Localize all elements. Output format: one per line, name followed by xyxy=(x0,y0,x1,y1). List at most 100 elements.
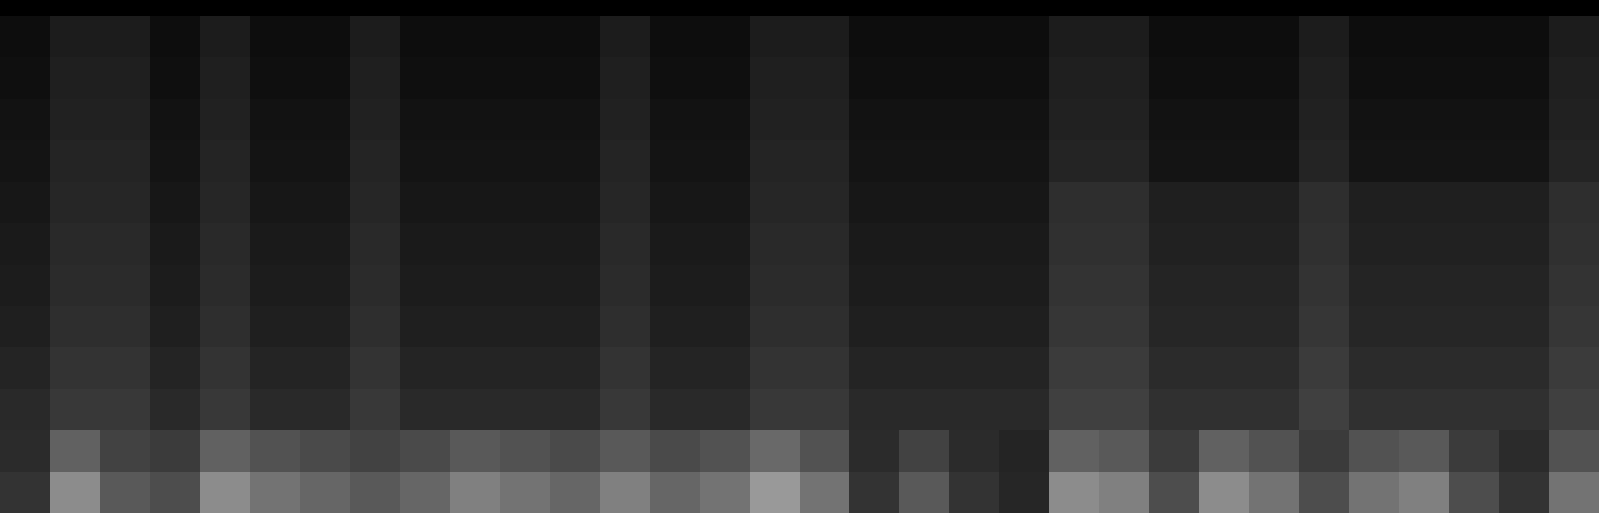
cell xyxy=(1049,99,1099,141)
cell xyxy=(0,389,50,431)
cell xyxy=(1449,430,1499,472)
cell xyxy=(0,16,50,58)
cell xyxy=(500,223,550,265)
cell xyxy=(1349,347,1399,389)
cell xyxy=(1449,265,1499,307)
cell xyxy=(949,16,999,58)
cell xyxy=(650,347,700,389)
cell xyxy=(50,57,100,99)
cell xyxy=(100,306,150,348)
cell xyxy=(1399,347,1449,389)
cell xyxy=(1449,16,1499,58)
cell xyxy=(1499,223,1549,265)
cell xyxy=(1349,306,1399,348)
cell xyxy=(100,223,150,265)
cell xyxy=(700,265,750,307)
cell xyxy=(1049,472,1099,513)
cell xyxy=(750,140,800,182)
cell xyxy=(1549,223,1599,265)
cell xyxy=(150,57,200,99)
cell xyxy=(899,16,949,58)
cell xyxy=(700,223,750,265)
cell xyxy=(500,57,550,99)
cell xyxy=(949,223,999,265)
cell xyxy=(0,265,50,307)
cell xyxy=(949,99,999,141)
cell xyxy=(1149,472,1199,513)
cell xyxy=(100,389,150,431)
cell xyxy=(450,140,500,182)
cell xyxy=(200,182,250,224)
cells xyxy=(0,16,1599,513)
cell xyxy=(1249,265,1299,307)
cell xyxy=(550,99,600,141)
cell xyxy=(50,182,100,224)
cell xyxy=(700,57,750,99)
cell xyxy=(1349,430,1399,472)
cell xyxy=(100,347,150,389)
cell xyxy=(300,57,350,99)
cell xyxy=(400,140,450,182)
cell xyxy=(1199,16,1249,58)
cell xyxy=(450,57,500,99)
cell xyxy=(350,223,400,265)
cell xyxy=(250,347,300,389)
cell xyxy=(1199,265,1249,307)
cell xyxy=(1199,223,1249,265)
cell xyxy=(849,306,899,348)
cell xyxy=(949,265,999,307)
cell xyxy=(1049,306,1099,348)
cell xyxy=(1199,306,1249,348)
cell xyxy=(1399,265,1449,307)
cell xyxy=(700,182,750,224)
cell xyxy=(100,265,150,307)
spectrogram xyxy=(0,0,1599,513)
cell xyxy=(1199,389,1249,431)
cell xyxy=(600,16,650,58)
cell xyxy=(1449,306,1499,348)
cell xyxy=(1099,182,1149,224)
cell xyxy=(999,223,1049,265)
cell xyxy=(1249,140,1299,182)
cell xyxy=(700,430,750,472)
cell xyxy=(400,306,450,348)
cell xyxy=(700,472,750,513)
cell xyxy=(1399,57,1449,99)
cell xyxy=(849,472,899,513)
cell xyxy=(1299,223,1349,265)
cell xyxy=(1249,57,1299,99)
cell xyxy=(250,99,300,141)
cell xyxy=(100,140,150,182)
cell xyxy=(1499,99,1549,141)
cell xyxy=(650,430,700,472)
cell xyxy=(150,99,200,141)
cell xyxy=(750,265,800,307)
cell xyxy=(250,57,300,99)
cell xyxy=(1549,99,1599,141)
cell xyxy=(1449,347,1499,389)
cell xyxy=(1499,306,1549,348)
cell xyxy=(450,306,500,348)
cell xyxy=(1049,347,1099,389)
cell xyxy=(400,182,450,224)
cell xyxy=(0,182,50,224)
cell xyxy=(800,472,850,513)
cell xyxy=(999,99,1049,141)
cell xyxy=(300,472,350,513)
cell xyxy=(700,347,750,389)
cell xyxy=(1299,347,1349,389)
cell xyxy=(50,430,100,472)
cell xyxy=(1549,16,1599,58)
cell xyxy=(1049,182,1099,224)
cell xyxy=(400,16,450,58)
cell xyxy=(500,472,550,513)
cell xyxy=(800,306,850,348)
cell xyxy=(300,99,350,141)
cell xyxy=(750,182,800,224)
cell xyxy=(750,223,800,265)
cell xyxy=(1049,430,1099,472)
cell xyxy=(350,57,400,99)
cell xyxy=(700,389,750,431)
cell xyxy=(450,472,500,513)
cell xyxy=(100,57,150,99)
